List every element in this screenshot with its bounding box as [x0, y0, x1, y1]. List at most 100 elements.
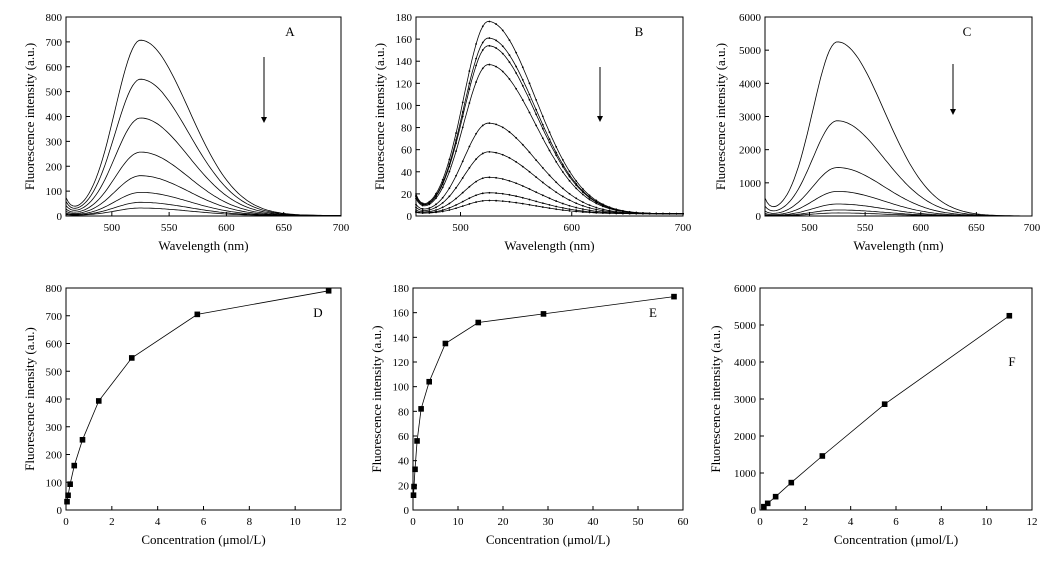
- emission-curve: [415, 192, 683, 215]
- curve-point: [528, 98, 531, 101]
- curve-point: [528, 111, 531, 114]
- plot-frame: [65, 16, 342, 217]
- curve-point: [561, 165, 564, 168]
- curve-point: [455, 197, 457, 200]
- curve-point: [468, 197, 471, 200]
- y-tick-label: 140: [396, 56, 413, 68]
- curve-point: [515, 201, 518, 204]
- curve-point: [521, 202, 524, 205]
- x-axis-title: Concentration (μmol/L): [486, 532, 610, 547]
- data-point: [95, 398, 102, 404]
- curve-point: [481, 25, 484, 28]
- curve-point: [415, 209, 417, 211]
- curve-point: [488, 63, 491, 66]
- curve-point: [541, 194, 544, 197]
- data-point: [442, 340, 449, 347]
- x-tick-label: 50: [633, 516, 645, 528]
- curve-point: [421, 209, 424, 212]
- panel-F: 0 2 4 6 8 10 12 0 1000 2000 3000 4000 5000 6000 Concen…: [708, 283, 1038, 547]
- curve-point: [448, 165, 451, 168]
- curve-point: [488, 44, 491, 47]
- curve-point: [475, 158, 477, 161]
- curve-point: [428, 208, 431, 211]
- x-axis-title: Wavelength (nm): [853, 238, 943, 253]
- y-tick-label: 120: [393, 357, 410, 369]
- y-tick-label: 5000: [734, 320, 757, 332]
- y-tick-label: 100: [46, 477, 63, 489]
- curve-point: [461, 191, 464, 194]
- curve-point: [581, 188, 584, 190]
- curve-point: [455, 174, 457, 177]
- y-tick-label: 500: [46, 87, 63, 99]
- curve-point: [475, 81, 477, 83]
- y-tick-label: 6000: [734, 283, 757, 295]
- curve-point: [468, 185, 471, 188]
- curve-point: [581, 193, 584, 196]
- curve-point: [441, 201, 444, 204]
- y-tick-label: 60: [401, 145, 413, 157]
- curve-point: [575, 210, 578, 213]
- x-tick-label: 10: [453, 516, 465, 528]
- curve-point: [555, 145, 558, 148]
- connecting-line: [413, 296, 675, 496]
- y-tick-label: 0: [57, 505, 63, 517]
- y-tick-label: 100: [393, 382, 410, 394]
- x-tick-label: 650: [968, 222, 985, 234]
- curve-point: [415, 197, 417, 200]
- curve-point: [461, 177, 464, 179]
- y-tick-label: 180: [393, 283, 410, 295]
- curve-point: [581, 211, 584, 213]
- curve-point: [515, 51, 518, 54]
- curve-point: [428, 203, 431, 206]
- curve-point: [495, 176, 497, 179]
- curve-point: [575, 202, 578, 205]
- panel-label: F: [1008, 354, 1015, 369]
- curve-point: [415, 203, 417, 206]
- curve-point: [448, 202, 451, 205]
- y-tick-label: 120: [396, 78, 413, 90]
- plot-frame: [415, 16, 684, 217]
- curve-point: [468, 88, 471, 91]
- panel-A: 500 550 600 650 700 0 100 200 300 400 500 600 700 800…: [22, 12, 350, 253]
- y-tick-label: 5000: [739, 45, 762, 57]
- curve-point: [588, 211, 591, 214]
- x-tick-label: 650: [275, 222, 292, 234]
- curve-point: [528, 151, 531, 154]
- curve-point: [561, 209, 564, 211]
- curve-point: [415, 211, 417, 214]
- curve-point: [495, 123, 497, 126]
- curve-point: [488, 122, 491, 125]
- y-tick-label: 140: [393, 332, 410, 344]
- curve-point: [501, 153, 504, 156]
- emission-curve: [764, 120, 1032, 217]
- curve-point: [508, 54, 511, 57]
- curve-point: [455, 132, 457, 134]
- y-tick-label: 300: [46, 136, 63, 148]
- panel-label: A: [285, 24, 295, 39]
- curve-point: [595, 208, 598, 211]
- x-tick-label: 700: [1024, 222, 1041, 234]
- curve-point: [495, 23, 497, 25]
- data-point: [71, 462, 78, 469]
- curve-point: [602, 209, 604, 212]
- curve-point: [468, 145, 471, 148]
- curve-point: [475, 43, 477, 45]
- curve-point: [515, 87, 518, 90]
- curve-point: [548, 207, 551, 210]
- data-point: [194, 311, 201, 318]
- y-tick-label: 180: [396, 12, 413, 24]
- curve-point: [581, 204, 584, 207]
- curve-point: [548, 203, 551, 206]
- x-tick-label: 2: [109, 516, 115, 528]
- curve-point: [561, 171, 564, 173]
- curve-point: [515, 136, 518, 139]
- curve-point: [541, 181, 544, 184]
- curve-point: [555, 208, 558, 211]
- curve-point: [575, 187, 578, 190]
- y-tick-label: 6000: [739, 12, 762, 24]
- curve-point: [521, 185, 524, 187]
- curve-point: [555, 181, 558, 184]
- curve-point: [515, 182, 518, 185]
- y-tick-label: 800: [46, 283, 63, 295]
- curve-point: [595, 201, 598, 204]
